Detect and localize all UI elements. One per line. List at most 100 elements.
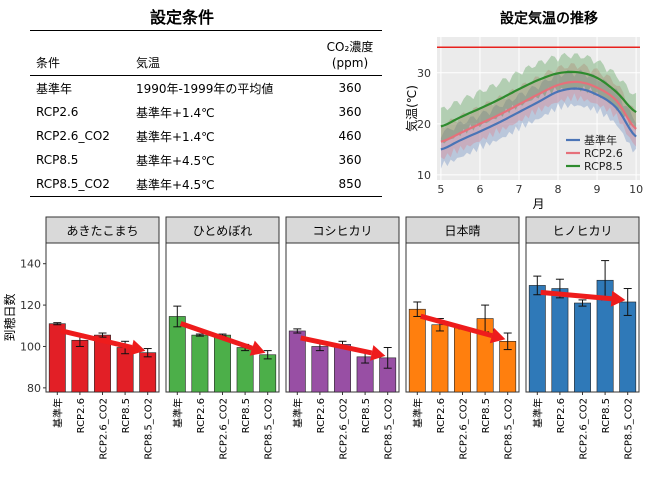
bar [551,288,569,393]
x-tick-label: 10 [629,183,643,196]
y-tick-label: 80 [27,382,41,395]
conditions-table: 条件 気温 CO₂濃度 (ppm) 基準年 1990年-1999年の平均値 36… [30,30,382,197]
series-line [440,87,637,151]
x-tick-label: RCP2.6_CO2 [459,398,470,460]
x-tick-label: RCP8.5_CO2 [144,398,155,460]
x-tick-label: RCP2.6_CO2 [339,398,350,460]
x-tick-label: RCP2.6_CO2 [99,398,110,460]
bar [408,308,426,393]
table-row: RCP8.5 基準年+4.5℃ 360 [30,148,382,172]
y-tick-label: 140 [20,258,41,271]
bar [48,323,66,393]
y-tick-label: 30 [417,67,431,80]
row-co2: 360 [338,105,362,119]
y-tick-label: 10 [417,169,431,182]
panel-title: ヒノヒカリ [552,224,612,238]
legend-label: RCP8.5 [584,160,623,173]
x-tick-label: RCP8.5 [121,398,132,433]
table-row: 基準年 1990年-1999年の平均値 360 [30,76,382,101]
x-tick-label: RCP8.5 [601,398,612,433]
trend-arrow-head [489,327,506,344]
trend-arrow-head [249,340,266,356]
x-axis-label: 月 [532,197,544,211]
bar [168,316,186,393]
row-temperature: 基準年+4.5℃ [136,153,215,168]
x-tick-label: RCP8.5 [241,398,252,433]
row-condition: RCP8.5_CO2 [36,177,110,191]
line-chart-title: 設定気温の推移 [500,11,598,27]
trend-arrow-head [370,345,386,361]
bar [528,285,546,393]
x-tick-label: 5 [437,183,444,196]
x-tick-label: RCP8.5 [361,398,372,433]
x-tick-label: 6 [476,183,483,196]
x-tick-label: RCP8.5_CO2 [504,398,515,460]
x-tick-label: 基準年 [531,398,544,428]
x-tick-label: RCP2.6 [316,398,327,433]
panel-title: あきたこまち [66,224,138,238]
trend-arrow-shaft [60,328,133,350]
series-band [440,63,637,160]
series-band [440,69,637,169]
x-tick-label: RCP8.5 [481,398,492,433]
row-temperature: 基準年+1.4℃ [136,105,215,120]
y-axis-label: 到穂日数 [2,293,17,341]
x-tick-label: RCP8.5_CO2 [624,398,635,460]
header-co2-label: CO₂濃度 [326,40,374,54]
row-condition: RCP2.6 [36,105,79,119]
x-tick-label: 9 [594,183,601,196]
table-row: RCP2.6_CO2 基準年+1.4℃ 460 [30,124,382,148]
table-header-row: 条件 気温 CO₂濃度 (ppm) [30,30,382,76]
table-row: RCP2.6 基準年+1.4℃ 360 [30,100,382,124]
x-tick-label: RCP2.6 [196,398,207,433]
bar [311,346,329,393]
bar [259,354,277,393]
panel-strip [285,216,400,244]
y-tick-label: 20 [417,118,431,131]
bar [191,334,209,393]
row-co2: 360 [338,81,362,95]
row-temperature: 基準年+1.4℃ [136,129,215,144]
y-tick-label: 120 [20,299,41,312]
x-tick-label: RCP8.5_CO2 [264,398,275,460]
x-tick-label: 基準年 [51,398,64,428]
x-tick-label: 基準年 [291,398,304,428]
header-co2-unit: (ppm) [331,56,369,70]
x-tick-label: 基準年 [411,398,424,428]
row-co2: 460 [338,129,362,143]
x-tick-label: RCP2.6_CO2 [579,398,590,460]
table-row: RCP8.5_CO2 基準年+4.5℃ 850 [30,172,382,197]
trend-arrow-head [610,290,626,307]
header-temperature: 気温 [136,56,161,70]
x-tick-label: 基準年 [171,398,184,428]
series-band [440,52,637,144]
series-line [440,80,637,143]
panel-title: 日本晴 [444,224,480,238]
legend-label: RCP2.6 [584,147,623,160]
x-tick-label: 8 [555,183,562,196]
bar [214,334,231,393]
trend-arrow-shaft [300,335,373,356]
x-tick-label: 7 [515,183,522,196]
panel-strip [45,216,160,244]
table-title: 設定条件 [150,8,215,27]
bar [431,324,449,393]
panel-title: ひとめぼれ [193,224,253,238]
x-tick-label: RCP2.6 [76,398,87,433]
trend-arrow-head [130,339,146,356]
plot-background [437,37,640,180]
row-co2: 850 [338,177,362,191]
row-temperature: 基準年+4.5℃ [136,177,215,192]
panel-title: コシヒカリ [312,224,372,238]
header-condition: 条件 [36,56,61,70]
panel-strip [525,216,640,244]
row-condition: RCP2.6_CO2 [36,129,110,143]
x-tick-label: RCP2.6 [556,398,567,433]
x-tick-label: RCP8.5_CO2 [384,398,395,460]
row-co2: 360 [338,153,362,167]
trend-arrow-shaft [420,313,493,339]
panel-strip [405,216,520,244]
bar [71,339,89,393]
